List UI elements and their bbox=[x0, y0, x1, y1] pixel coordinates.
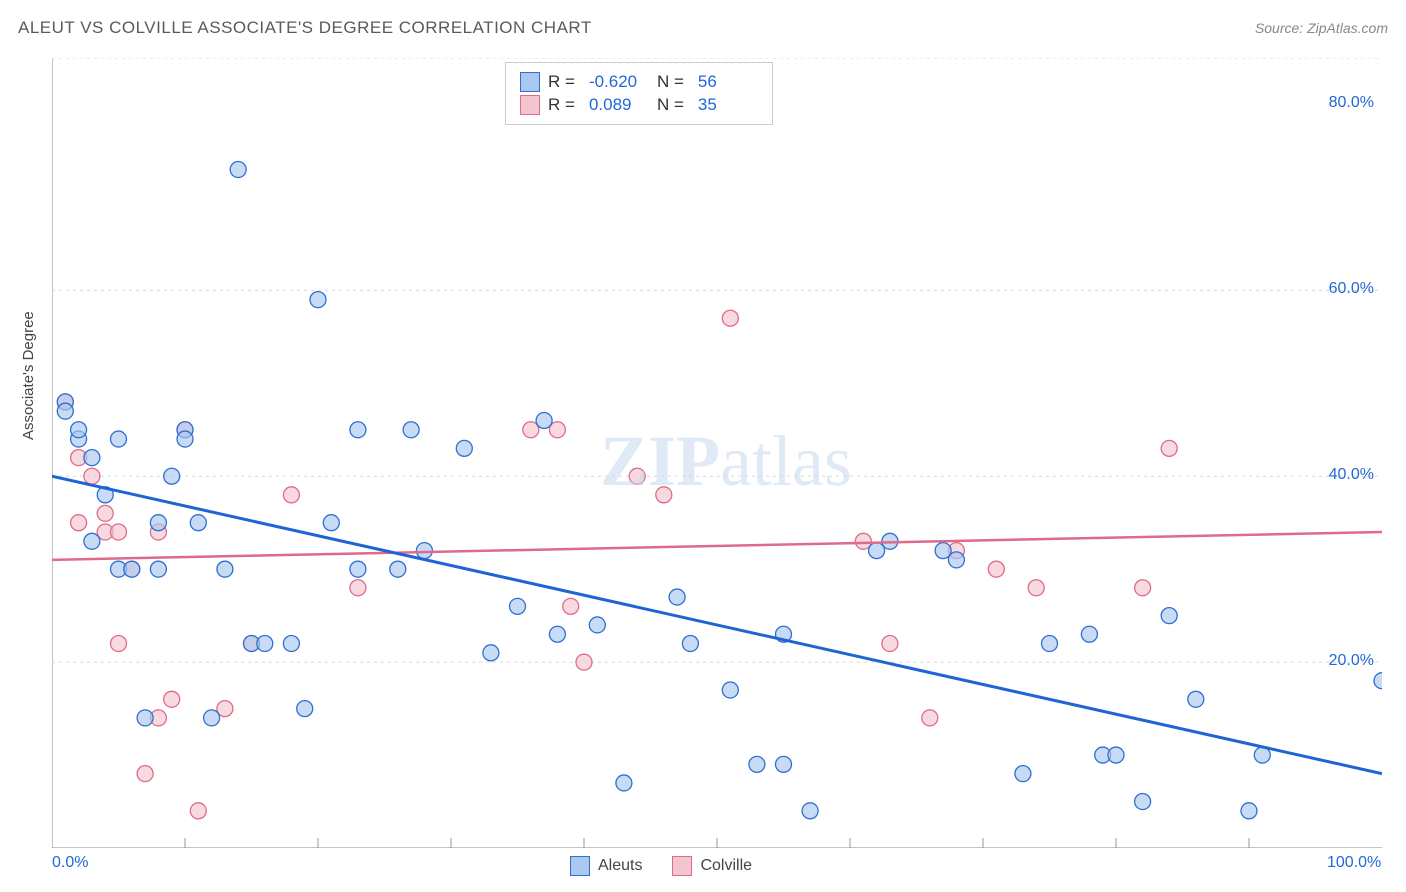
series-label: Colville bbox=[700, 857, 752, 875]
chart-area bbox=[52, 58, 1382, 848]
legend-n-value: 56 bbox=[698, 72, 758, 92]
legend-n-label: N = bbox=[657, 95, 684, 115]
legend-n-label: N = bbox=[657, 72, 684, 92]
legend-row: R = 0.089 N = 35 bbox=[520, 95, 758, 115]
x-tick-label: 0.0% bbox=[52, 854, 88, 872]
legend-n-value: 35 bbox=[698, 95, 758, 115]
source-credit: Source: ZipAtlas.com bbox=[1255, 20, 1388, 36]
series-legend: Aleuts Colville bbox=[570, 856, 752, 876]
legend-r-label: R = bbox=[548, 72, 575, 92]
legend-swatch bbox=[672, 856, 692, 876]
series-legend-item: Aleuts bbox=[570, 856, 642, 876]
header-bar: ALEUT VS COLVILLE ASSOCIATE'S DEGREE COR… bbox=[18, 18, 1388, 38]
y-axis-label: Associate's Degree bbox=[20, 311, 37, 440]
chart-title: ALEUT VS COLVILLE ASSOCIATE'S DEGREE COR… bbox=[18, 18, 592, 38]
legend-r-label: R = bbox=[548, 95, 575, 115]
legend-r-value: -0.620 bbox=[589, 72, 649, 92]
x-tick-label: 100.0% bbox=[1327, 854, 1381, 872]
legend-r-value: 0.089 bbox=[589, 95, 649, 115]
series-legend-item: Colville bbox=[672, 856, 752, 876]
y-tick-label: 80.0% bbox=[1314, 94, 1374, 112]
y-tick-label: 20.0% bbox=[1314, 652, 1374, 670]
legend-row: R = -0.620 N = 56 bbox=[520, 72, 758, 92]
series-label: Aleuts bbox=[598, 857, 642, 875]
y-tick-label: 40.0% bbox=[1314, 466, 1374, 484]
y-tick-label: 60.0% bbox=[1314, 280, 1374, 298]
legend-swatch bbox=[520, 72, 540, 92]
correlation-legend: R = -0.620 N = 56 R = 0.089 N = 35 bbox=[505, 62, 773, 125]
legend-swatch bbox=[570, 856, 590, 876]
scatter-plot bbox=[52, 58, 1382, 848]
legend-swatch bbox=[520, 95, 540, 115]
